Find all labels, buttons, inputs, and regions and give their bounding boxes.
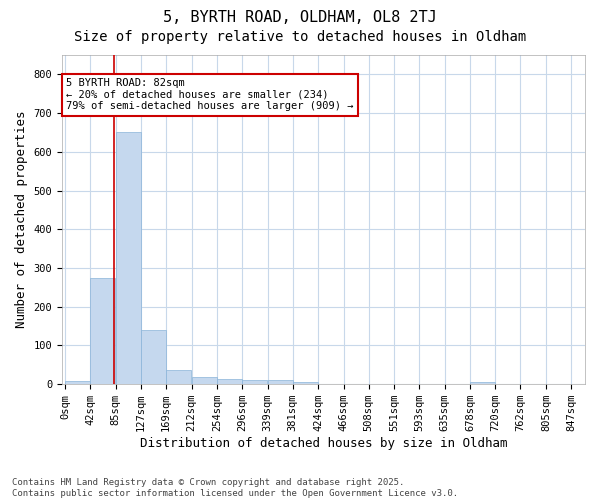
Bar — [293, 382, 317, 384]
Text: 5, BYRTH ROAD, OLDHAM, OL8 2TJ: 5, BYRTH ROAD, OLDHAM, OL8 2TJ — [163, 10, 437, 25]
Bar — [141, 330, 166, 384]
Bar — [192, 378, 217, 384]
Bar — [65, 381, 90, 384]
Bar — [217, 379, 242, 384]
Y-axis label: Number of detached properties: Number of detached properties — [15, 111, 28, 328]
X-axis label: Distribution of detached houses by size in Oldham: Distribution of detached houses by size … — [140, 437, 507, 450]
Text: Size of property relative to detached houses in Oldham: Size of property relative to detached ho… — [74, 30, 526, 44]
Bar — [116, 132, 141, 384]
Bar — [166, 370, 191, 384]
Bar — [470, 382, 495, 384]
Text: Contains HM Land Registry data © Crown copyright and database right 2025.
Contai: Contains HM Land Registry data © Crown c… — [12, 478, 458, 498]
Bar — [90, 278, 115, 384]
Text: 5 BYRTH ROAD: 82sqm
← 20% of detached houses are smaller (234)
79% of semi-detac: 5 BYRTH ROAD: 82sqm ← 20% of detached ho… — [66, 78, 354, 112]
Bar — [268, 380, 293, 384]
Bar — [242, 380, 267, 384]
